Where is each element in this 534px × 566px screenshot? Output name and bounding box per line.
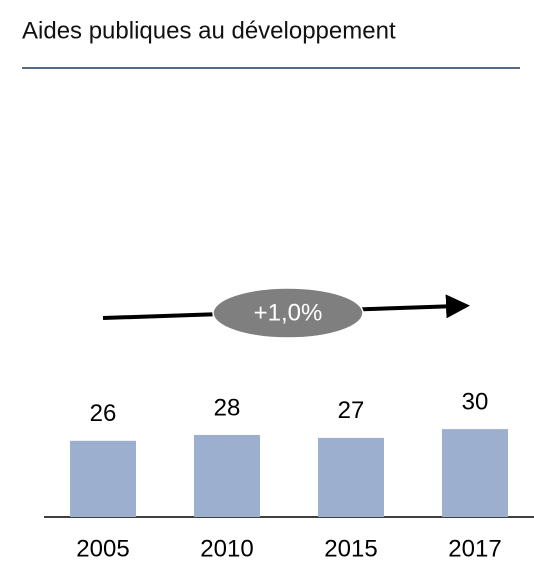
value-label: 26 [90, 400, 117, 427]
x-tick-label: 2015 [324, 535, 377, 562]
annotation-bubble [212, 287, 364, 339]
annotation: +1,0% [254, 299, 323, 326]
value-label: 28 [214, 394, 241, 421]
value-label: 27 [338, 397, 365, 424]
bar [194, 434, 260, 517]
bar [318, 437, 384, 517]
x-tick-label: 2005 [76, 535, 129, 562]
x-tick-label: 2010 [200, 535, 253, 562]
bar [70, 440, 136, 517]
value-label: 30 [462, 388, 489, 415]
bar [442, 429, 508, 517]
x-tick-label: 2017 [448, 535, 501, 562]
chart-title: Aides publiques au développement [22, 17, 396, 44]
